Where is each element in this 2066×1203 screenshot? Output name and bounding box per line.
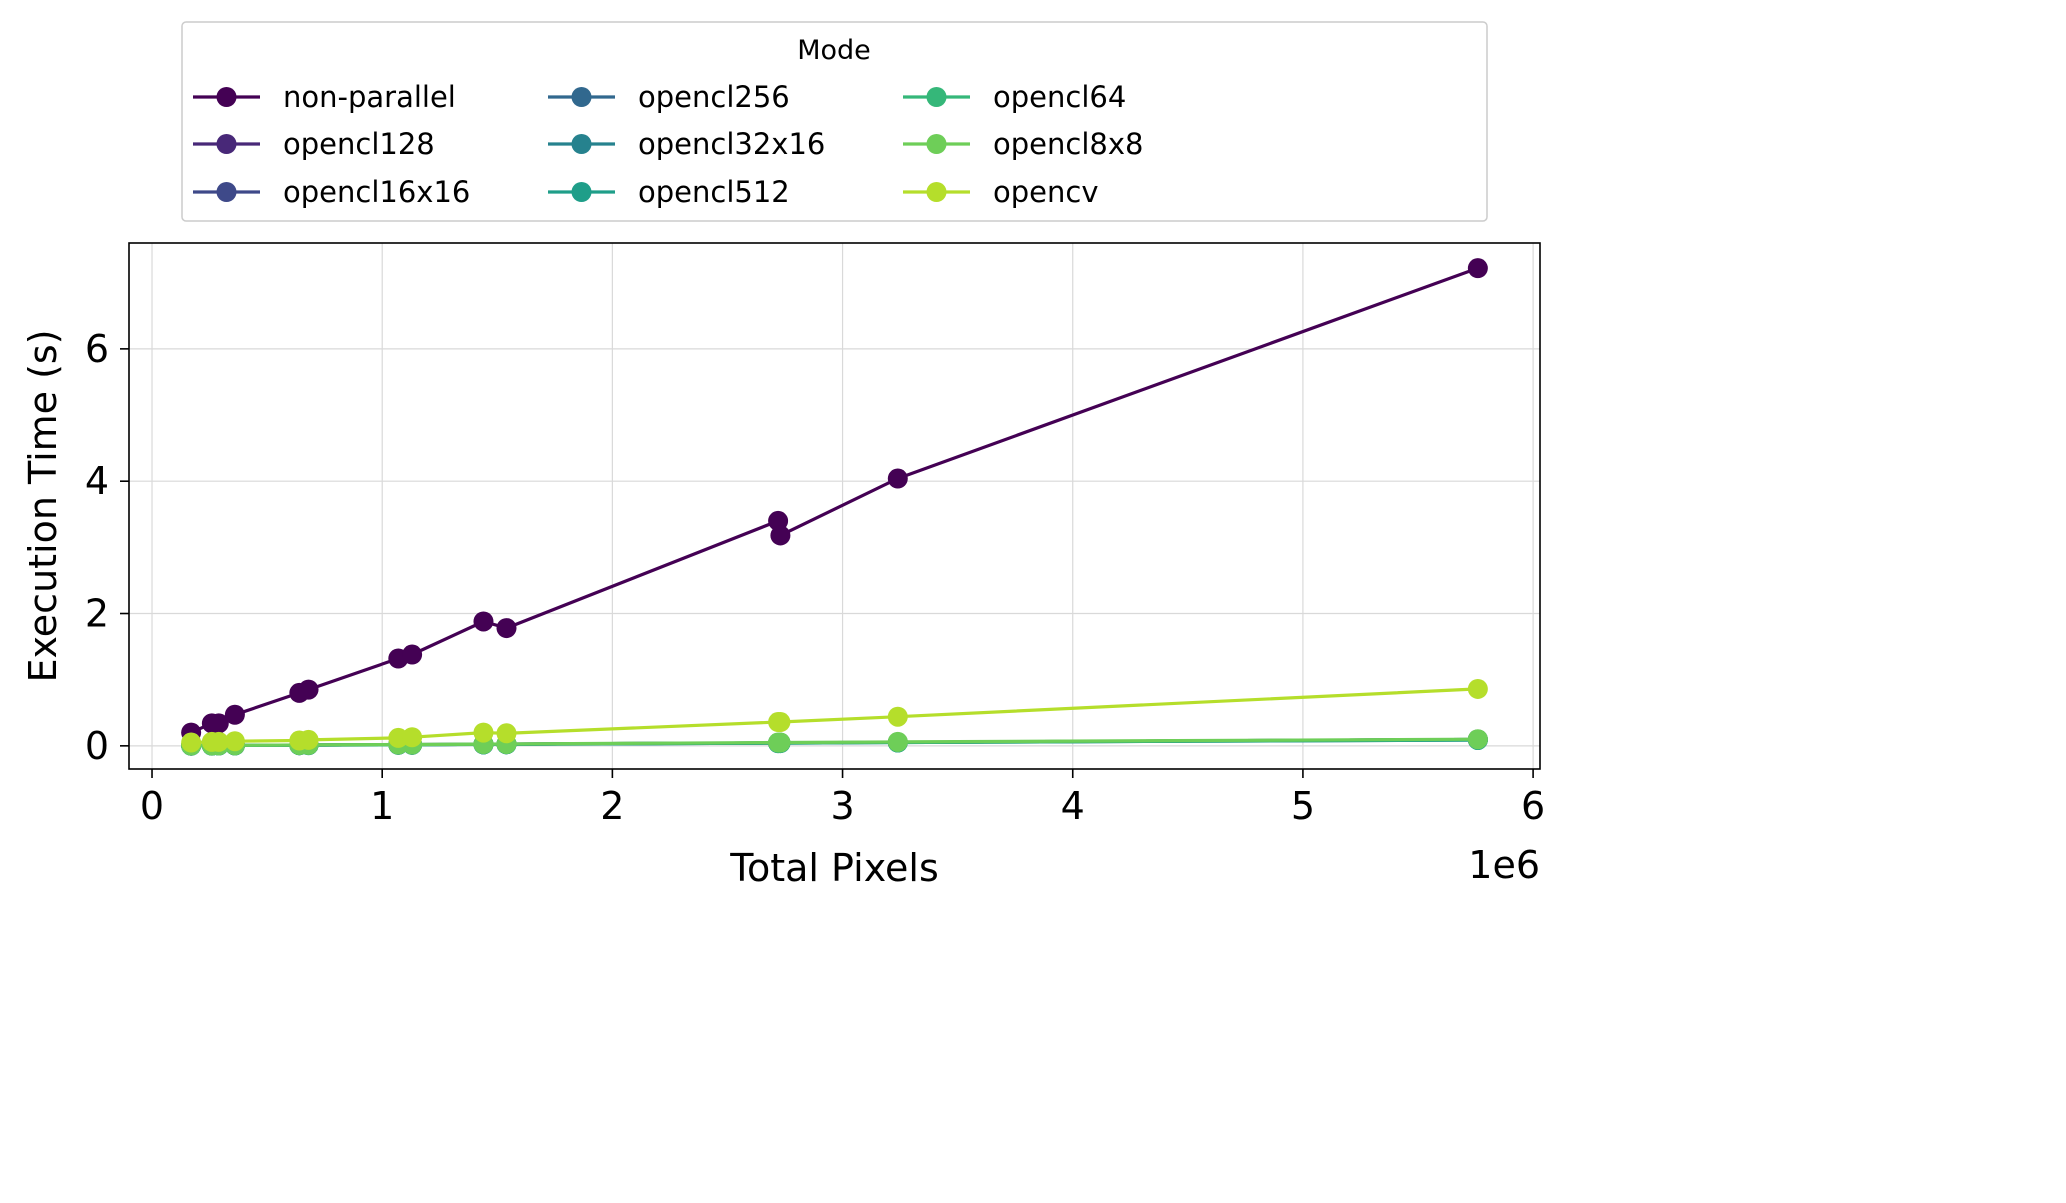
y-axis-label: Execution Time (s) [21,329,65,682]
data-point [181,732,202,753]
legend-item-opencl128: opencl128 [193,127,435,161]
legend-item-opencl16x16: opencl16x16 [193,175,470,209]
legend-item-non-parallel: non-parallel [193,80,456,114]
data-point [1467,729,1488,750]
data-point [887,731,908,752]
legend-marker [926,182,947,202]
axis-ticks: 0 1 2 3 4 5 6 0 2 4 6 [85,327,1545,828]
line-chart: 0 1 2 3 4 5 6 0 2 4 6 Total Pixels Execution Time … [21,21,1545,890]
legend-label: opencl64 [993,80,1126,114]
data-point [1467,258,1488,279]
legend-label: non-parallel [283,80,456,114]
legend-marker [571,182,592,202]
data-point [1467,678,1488,699]
legend-label: opencl512 [638,175,790,209]
legend-label: opencl256 [638,80,790,114]
data-point [496,723,517,744]
plot-frame [128,242,1541,770]
data-point [298,679,319,700]
data-point [224,731,245,752]
y-tick-label: 4 [85,459,109,503]
y-tick-label: 6 [85,327,109,371]
y-tick-label: 2 [85,592,109,636]
legend-marker [216,134,237,154]
data-point [473,722,494,743]
legend-label: opencl128 [283,127,435,161]
data-point [208,713,229,734]
data-point [224,704,245,725]
series-opencv [181,678,1488,753]
legend-marker [571,87,592,107]
legend-box [181,21,1488,222]
legend-item-opencv: opencv [903,175,1098,209]
x-tick-label: 4 [1061,784,1085,828]
x-tick-label: 0 [140,784,164,828]
y-tick-label: 0 [85,724,109,768]
legend-marker [216,87,237,107]
legend-item-opencl8x8: opencl8x8 [903,127,1143,161]
data-point [770,712,791,733]
series-line [190,266,1479,735]
data-point [298,729,319,750]
series-line [191,687,1478,745]
x-tick-label: 2 [600,784,624,828]
chart-container: 0 1 2 3 4 5 6 0 2 4 6 Total Pixels Execution Time … [21,21,1545,890]
data-point [402,727,423,748]
data-point [496,618,517,639]
data-point [887,706,908,727]
legend-item-opencl512: opencl512 [548,175,790,209]
x-tick-label: 5 [1291,784,1315,828]
legend-marker [926,87,947,107]
x-tick-label: 6 [1521,784,1545,828]
series-lines [181,258,1488,756]
data-point [208,731,229,752]
legend-label: opencl16x16 [283,175,470,209]
legend: Mode non-parallel opencl128 opencl16x16 ope… [181,21,1488,222]
legend-label: opencv [993,175,1098,209]
data-point [473,611,494,632]
data-point [887,468,908,489]
legend-title: Mode [797,35,871,66]
legend-marker [571,134,592,154]
x-axis-offset-label: 1e6 [1468,843,1540,887]
x-tick-label: 1 [370,784,394,828]
legend-marker [216,182,237,202]
series-non-parallel [181,258,1488,743]
legend-item-opencl64: opencl64 [903,80,1126,114]
legend-label: opencl8x8 [993,127,1143,161]
data-point [770,732,791,753]
data-point [402,644,423,665]
data-point [770,525,791,546]
x-axis-label: Total Pixels [729,846,939,890]
x-tick-label: 3 [830,784,854,828]
legend-item-opencl32x16: opencl32x16 [548,127,825,161]
legend-label: opencl32x16 [638,127,825,161]
legend-item-opencl256: opencl256 [548,80,790,114]
legend-marker [926,134,947,154]
